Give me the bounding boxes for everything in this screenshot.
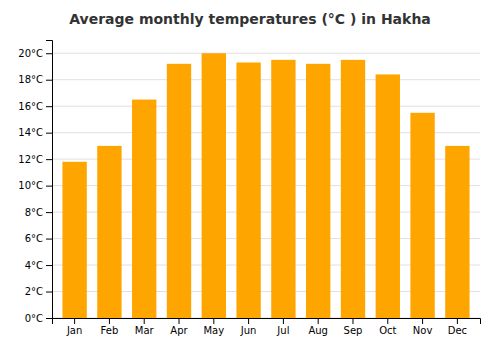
bar [97, 146, 121, 318]
bar [202, 53, 226, 318]
y-tick-mark [46, 318, 52, 319]
y-tick: 16°C [18, 101, 52, 112]
bar [236, 63, 260, 318]
y-axis-line [46, 41, 53, 319]
y-tick: 14°C [18, 127, 52, 138]
bar [62, 162, 86, 318]
y-tick-label: 8°C [25, 207, 43, 218]
x-tick-mark [179, 318, 180, 324]
y-tick-mark [46, 239, 52, 240]
bars [62, 53, 469, 318]
y-axis: 0°C 2°C 4°C 6°C 8°C 10°C 12°C 14°C 16°C 18°C 20°C [18, 41, 52, 324]
bar [167, 64, 191, 318]
x-axis-line [53, 319, 481, 325]
x-tick-mark [144, 318, 145, 324]
x-tick-mark [318, 318, 319, 324]
y-tick-label: 2°C [25, 286, 43, 297]
y-tick-mark [46, 292, 52, 293]
x-tick: Sep [344, 318, 363, 336]
bar [445, 146, 469, 318]
x-tick-mark [457, 318, 458, 324]
y-tick-label: 16°C [18, 101, 43, 112]
y-tick: 20°C [18, 48, 52, 59]
y-tick-mark [46, 265, 52, 266]
x-tick-label: Jun [240, 325, 257, 336]
grid-line [52, 53, 480, 54]
x-tick-label: Oct [379, 325, 396, 336]
x-tick: Mar [135, 318, 155, 336]
x-tick-mark [74, 318, 75, 324]
x-tick-label: May [203, 325, 224, 336]
y-tick-label: 18°C [18, 74, 43, 85]
title: Average monthly temperatures (°C ) in Ha… [69, 11, 431, 27]
x-tick-mark [283, 318, 284, 324]
x-tick-mark [109, 318, 110, 324]
x-tick-label: Apr [170, 325, 188, 336]
x-axis: Jan Feb Mar Apr May Jun Jul Aug Sep Oct Nov Dec [53, 318, 481, 336]
y-tick-mark [46, 212, 52, 213]
y-tick: 6°C [25, 233, 52, 244]
y-tick-label: 0°C [25, 313, 43, 324]
y-tick: 10°C [18, 180, 52, 191]
x-tick-label: Nov [413, 325, 433, 336]
chart: 0°C 2°C 4°C 6°C 8°C 10°C 12°C 14°C 16°C 18°C 20°C J… [0, 0, 500, 350]
x-tick: Dec [448, 318, 467, 336]
x-tick: Apr [170, 318, 188, 336]
y-tick: 2°C [25, 286, 52, 297]
x-tick-label: Dec [448, 325, 467, 336]
x-tick-mark [387, 318, 388, 324]
x-tick: Jul [276, 318, 289, 336]
y-tick-mark [46, 106, 52, 107]
x-tick: Jun [240, 318, 257, 336]
y-tick: 18°C [18, 74, 52, 85]
x-tick: Feb [101, 318, 119, 336]
y-tick: 8°C [25, 207, 52, 218]
grid-line [52, 79, 480, 80]
x-tick-label: Sep [344, 325, 363, 336]
y-tick: 0°C [25, 313, 52, 324]
x-tick-mark [352, 318, 353, 324]
y-tick-mark [46, 53, 52, 54]
bar [306, 64, 330, 318]
grid-line [52, 106, 480, 107]
plot: 0°C 2°C 4°C 6°C 8°C 10°C 12°C 14°C 16°C 18°C 20°C J… [18, 41, 480, 337]
y-tick-mark [46, 133, 52, 134]
x-tick: Aug [308, 318, 328, 336]
y-tick-label: 6°C [25, 233, 43, 244]
x-tick-label: Jul [276, 325, 289, 336]
y-tick-mark [46, 80, 52, 81]
bar [132, 100, 156, 318]
x-tick-mark [213, 318, 214, 324]
y-tick-label: 12°C [18, 154, 43, 165]
bar [341, 60, 365, 318]
x-tick-label: Feb [101, 325, 119, 336]
x-tick: Nov [413, 318, 433, 336]
y-tick-mark [46, 159, 52, 160]
bar [271, 60, 295, 318]
bar [410, 113, 434, 318]
x-tick-label: Jan [66, 325, 82, 336]
grid [52, 53, 480, 318]
y-tick-label: 20°C [18, 48, 43, 59]
x-tick-label: Mar [135, 325, 155, 336]
y-tick-label: 4°C [25, 260, 43, 271]
bar [376, 74, 400, 318]
x-tick: Oct [379, 318, 396, 336]
x-tick: Jan [66, 318, 82, 336]
x-tick-mark [422, 318, 423, 324]
y-tick-label: 10°C [18, 180, 43, 191]
y-tick: 4°C [25, 260, 52, 271]
x-tick: May [203, 318, 224, 336]
y-tick-label: 14°C [18, 127, 43, 138]
x-tick-label: Aug [308, 325, 328, 336]
y-tick: 12°C [18, 154, 52, 165]
y-tick-mark [46, 186, 52, 187]
x-tick-mark [248, 318, 249, 324]
